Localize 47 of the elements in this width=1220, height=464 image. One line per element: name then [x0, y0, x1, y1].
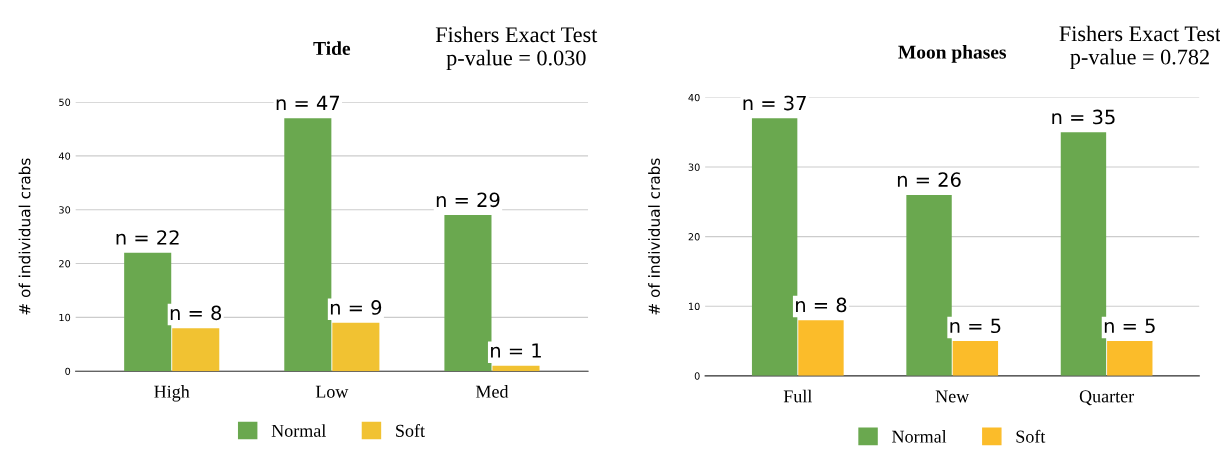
data-label: n = 35 [1052, 109, 1115, 125]
y-tick-label: 30 [59, 206, 71, 214]
y-tick-label: 0 [694, 372, 700, 380]
data-label: n = 29 [436, 192, 500, 208]
legend-label: Soft [396, 423, 425, 437]
y-tick-label: 30 [688, 163, 700, 171]
legend-label: Soft [1016, 429, 1046, 443]
legend-label: Normal [892, 430, 947, 443]
bar [444, 215, 492, 372]
y-tick-label: 20 [688, 233, 700, 241]
bar [751, 118, 798, 376]
bar [124, 252, 172, 372]
data-label: n = 37 [743, 95, 806, 111]
text: Fishers Exact Test p-value = 0.030 [435, 26, 598, 70]
y-tick-label: 20 [59, 260, 71, 268]
bar [1107, 341, 1153, 376]
chart-title: Moon phases [898, 45, 1007, 63]
y-tick-label: 40 [688, 93, 700, 102]
data-label: n = 5 [950, 318, 1001, 334]
bar [1060, 132, 1107, 376]
y-tick-label: 40 [58, 152, 71, 160]
y-tick-label: 0 [65, 367, 71, 376]
data-label: n = 1 [491, 343, 541, 358]
x-tick-label: Full [783, 389, 812, 403]
chart-title: Tide [313, 41, 351, 56]
x-tick-label: New [935, 390, 970, 403]
data-label: n = 26 [897, 172, 961, 187]
legend-label: Normal [271, 424, 326, 437]
data-label: n = 22 [116, 230, 179, 245]
x-tick-label: High [154, 385, 190, 402]
x-tick-label: Low [315, 385, 349, 398]
data-label: n = 8 [170, 305, 222, 321]
data-label: n = 47 [276, 95, 340, 111]
text: Fishers Exact Test p-value = 0.782 [1059, 25, 1220, 70]
y-tick-label: 10 [59, 313, 71, 322]
y-tick-label: 50 [59, 98, 71, 106]
y-axis-title: # of individual crabs [18, 158, 31, 315]
bar [952, 341, 999, 376]
data-label: n = 8 [796, 297, 847, 313]
bar [284, 118, 332, 372]
x-tick-label: Quarter [1079, 390, 1135, 406]
y-tick-label: 10 [689, 302, 700, 311]
bar [492, 365, 540, 372]
y-axis-title: # of individual crabs [648, 158, 660, 315]
data-label: n = 9 [330, 300, 382, 315]
data-label: n = 5 [1104, 318, 1155, 334]
x-tick-label: Med [475, 385, 509, 398]
